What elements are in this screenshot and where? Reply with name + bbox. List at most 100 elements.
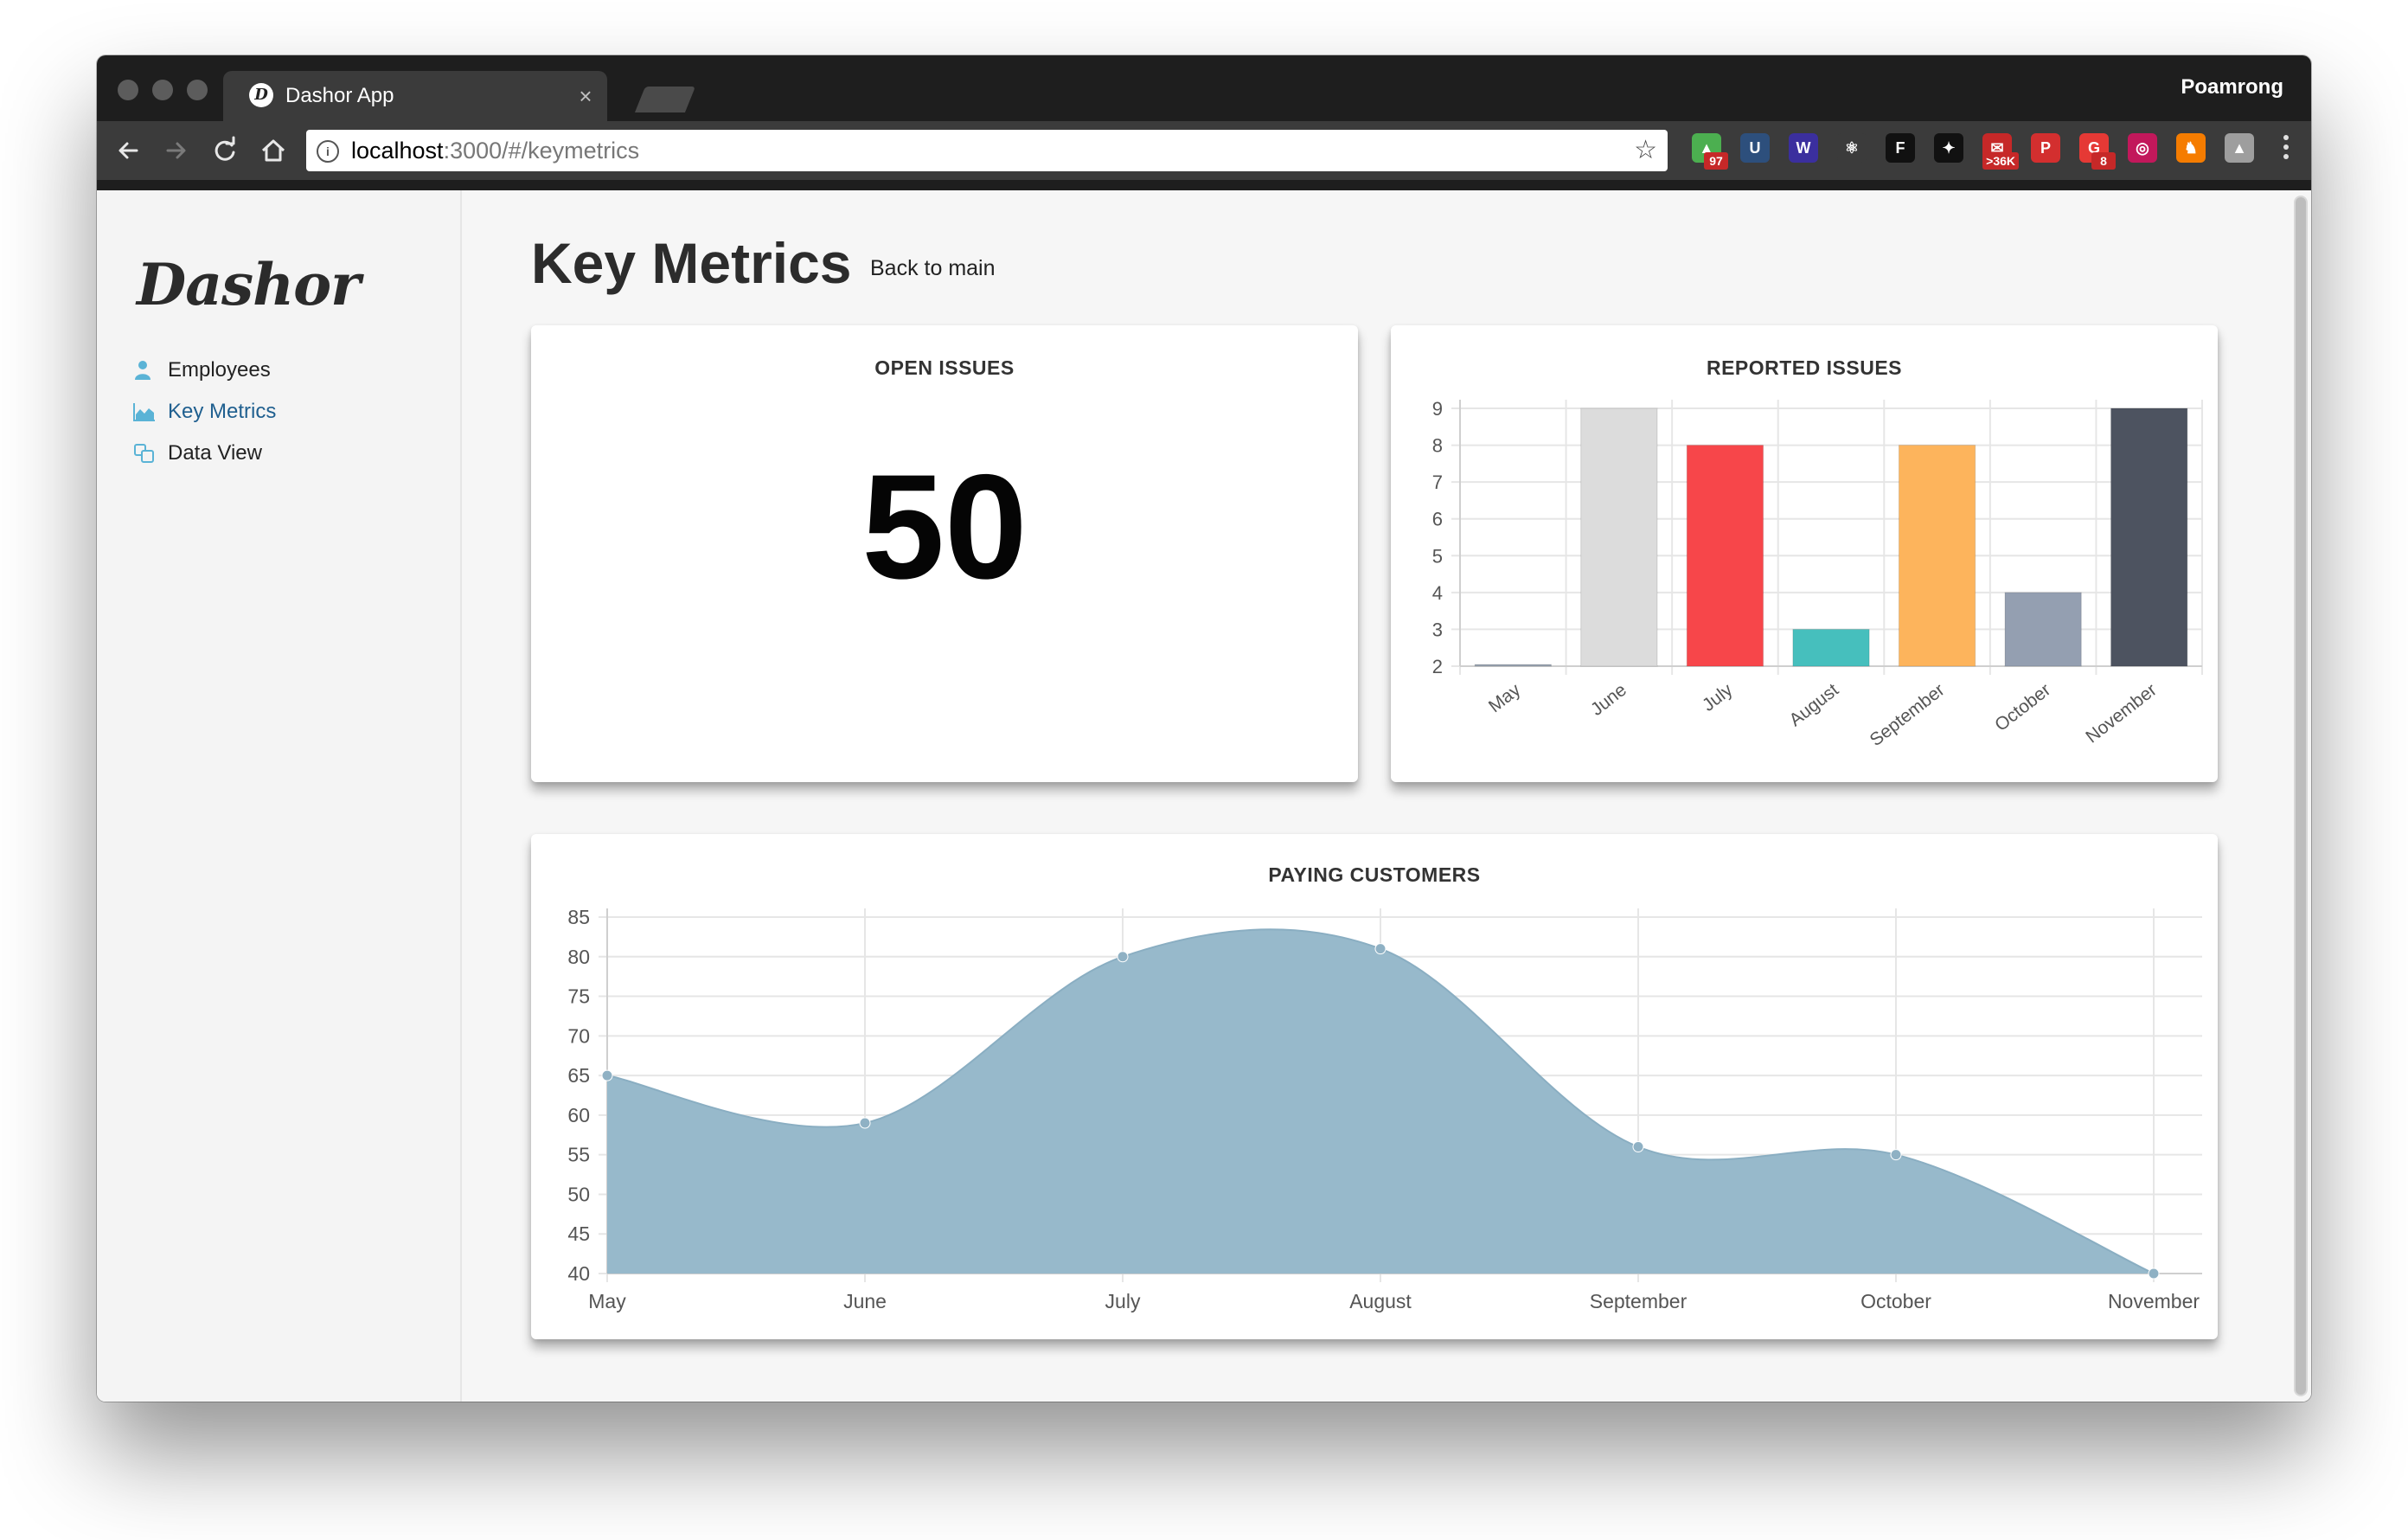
- dashor-favicon-icon: D: [249, 83, 273, 107]
- x-tick-label: June: [1587, 680, 1630, 720]
- x-tick-label: November: [2108, 1290, 2200, 1312]
- toolbar-divider: [97, 180, 2311, 190]
- browser-menu-icon[interactable]: [2283, 135, 2290, 164]
- site-info-icon[interactable]: i: [317, 140, 339, 163]
- address-bar[interactable]: i localhost:3000/#/keymetrics ☆: [306, 130, 1668, 171]
- x-tick-label: October: [1860, 1290, 1931, 1312]
- bar-may: [1474, 664, 1552, 667]
- back-to-main-link[interactable]: Back to main: [870, 256, 996, 280]
- reported-issues-card: REPORTED ISSUES 2 3 4 5 6 7 8 9 May June July Augus…: [1391, 325, 2218, 782]
- metamask-icon[interactable]: ♞: [2176, 133, 2206, 163]
- y-tick-label: 60: [567, 1104, 590, 1126]
- y-tick-label: 85: [567, 906, 590, 928]
- tab-title: Dashor App: [285, 84, 394, 107]
- bookmark-star-icon[interactable]: ☆: [1634, 136, 1657, 164]
- instagram-icon[interactable]: ◎: [2128, 133, 2157, 163]
- page-viewport: Dashor Employees Key Metrics: [97, 190, 2311, 1402]
- url-path: :3000/#/keymetrics: [443, 138, 640, 164]
- url-host: localhost: [351, 138, 444, 164]
- back-arrow-icon[interactable]: [111, 133, 145, 168]
- y-tick-label: 5: [1432, 545, 1443, 567]
- forward-arrow-icon[interactable]: [159, 133, 194, 168]
- x-tick-label: August: [1785, 680, 1842, 730]
- x-tick-label: August: [1349, 1290, 1412, 1312]
- data-point-october: [1890, 1149, 1902, 1161]
- y-tick-label: 8: [1432, 435, 1443, 457]
- y-tick-label: 55: [567, 1144, 590, 1166]
- tab-dashor-app[interactable]: D Dashor App ×: [223, 71, 607, 121]
- gmail-icon[interactable]: ✉ >36K: [1982, 133, 2019, 170]
- data-point-november: [2148, 1267, 2160, 1280]
- x-tick-label: July: [1699, 680, 1737, 715]
- card-title: REPORTED ISSUES: [1706, 356, 1903, 379]
- tab-close-button[interactable]: ×: [579, 83, 592, 109]
- bar-august: [1792, 628, 1870, 667]
- google-drive-icon[interactable]: ▲: [2225, 133, 2254, 163]
- x-tick-label: November: [2082, 680, 2160, 748]
- react-devtools-icon[interactable]: ⚛: [1837, 133, 1867, 163]
- open-issues-value: 50: [861, 444, 1028, 610]
- extension-badge: 97: [1704, 152, 1728, 170]
- x-tick-label: September: [1590, 1290, 1688, 1312]
- data-point-july: [1117, 951, 1129, 963]
- extension-u-icon[interactable]: U: [1740, 133, 1770, 163]
- extension-badge: >36K: [1982, 152, 2019, 170]
- y-tick-label: 4: [1432, 582, 1443, 604]
- close-window-button[interactable]: [118, 80, 138, 100]
- reported-issues-bar-chart: 2 3 4 5 6 7 8 9 May June July August September Octobe…: [1432, 398, 2203, 750]
- browser-toolbar: i localhost:3000/#/keymetrics ☆ ▲ 97 U W ⚛ F ✦…: [97, 121, 2311, 180]
- profile-name[interactable]: Poamrong: [2181, 75, 2283, 99]
- user-icon: [135, 361, 150, 380]
- reload-icon[interactable]: [208, 133, 242, 168]
- pinterest-icon[interactable]: P: [2031, 133, 2060, 163]
- y-tick-label: 80: [567, 946, 590, 968]
- extension-badge: 8: [2091, 152, 2116, 170]
- dashor-logo[interactable]: Dashor: [137, 251, 361, 318]
- browser-window: D Dashor App × Poamrong i localhost:3000…: [97, 55, 2311, 1402]
- bar-june: [1580, 407, 1658, 667]
- y-tick-label: 65: [567, 1064, 590, 1087]
- data-point-may: [601, 1069, 613, 1081]
- url-text[interactable]: localhost:3000/#/keymetrics: [351, 137, 639, 164]
- extension-97-icon[interactable]: ▲ 97: [1692, 133, 1728, 170]
- y-tick-label: 75: [567, 985, 590, 1008]
- tab-bar: D Dashor App × Poamrong: [97, 55, 2311, 121]
- y-tick-label: 40: [567, 1262, 590, 1285]
- x-tick-label: October: [1991, 680, 2054, 735]
- sidebar-item-label: Data View: [168, 441, 262, 465]
- y-tick-label: 7: [1432, 472, 1443, 493]
- y-tick-label: 6: [1432, 509, 1443, 530]
- data-point-august: [1374, 943, 1387, 955]
- y-tick-label: 50: [567, 1183, 590, 1205]
- y-tick-label: 3: [1432, 619, 1443, 640]
- card-title: OPEN ISSUES: [874, 356, 1015, 379]
- page-scrollbar[interactable]: [2294, 196, 2308, 1396]
- area-fill: [607, 929, 2154, 1274]
- bar-november: [2110, 407, 2188, 667]
- sidebar: Dashor Employees Key Metrics: [97, 190, 462, 1402]
- open-issues-card: OPEN ISSUES 50: [531, 325, 1358, 782]
- sidebar-item-label: Employees: [168, 358, 271, 382]
- paying-customers-card: PAYING CUSTOMERS 40 45 50 55 60 65 70 75 80 85 May…: [531, 834, 2218, 1339]
- y-tick-label: 45: [567, 1222, 590, 1245]
- paying-customers-area-chart: 40 45 50 55 60 65 70 75 80 85 May June July August Sep…: [567, 906, 2202, 1312]
- bar-july: [1686, 445, 1764, 667]
- extension-bird-icon[interactable]: ✦: [1934, 133, 1963, 163]
- area-chart-icon: [133, 403, 155, 421]
- data-view-icon: [134, 444, 154, 463]
- x-tick-label: July: [1105, 1290, 1141, 1312]
- scrollbar-thumb[interactable]: [2296, 197, 2306, 1395]
- maximize-window-button[interactable]: [187, 80, 208, 100]
- home-icon[interactable]: [256, 133, 291, 168]
- minimize-window-button[interactable]: [152, 80, 173, 100]
- data-point-june: [859, 1117, 871, 1129]
- y-tick-label: 9: [1432, 398, 1443, 420]
- extension-w-icon[interactable]: W: [1789, 133, 1818, 163]
- card-title: PAYING CUSTOMERS: [1268, 863, 1481, 886]
- sidebar-item-label: Key Metrics: [168, 400, 277, 423]
- extension-f-icon[interactable]: F: [1886, 133, 1915, 163]
- bar-october: [2004, 592, 2082, 667]
- new-tab-button[interactable]: [634, 87, 696, 112]
- x-tick-label: June: [843, 1290, 887, 1312]
